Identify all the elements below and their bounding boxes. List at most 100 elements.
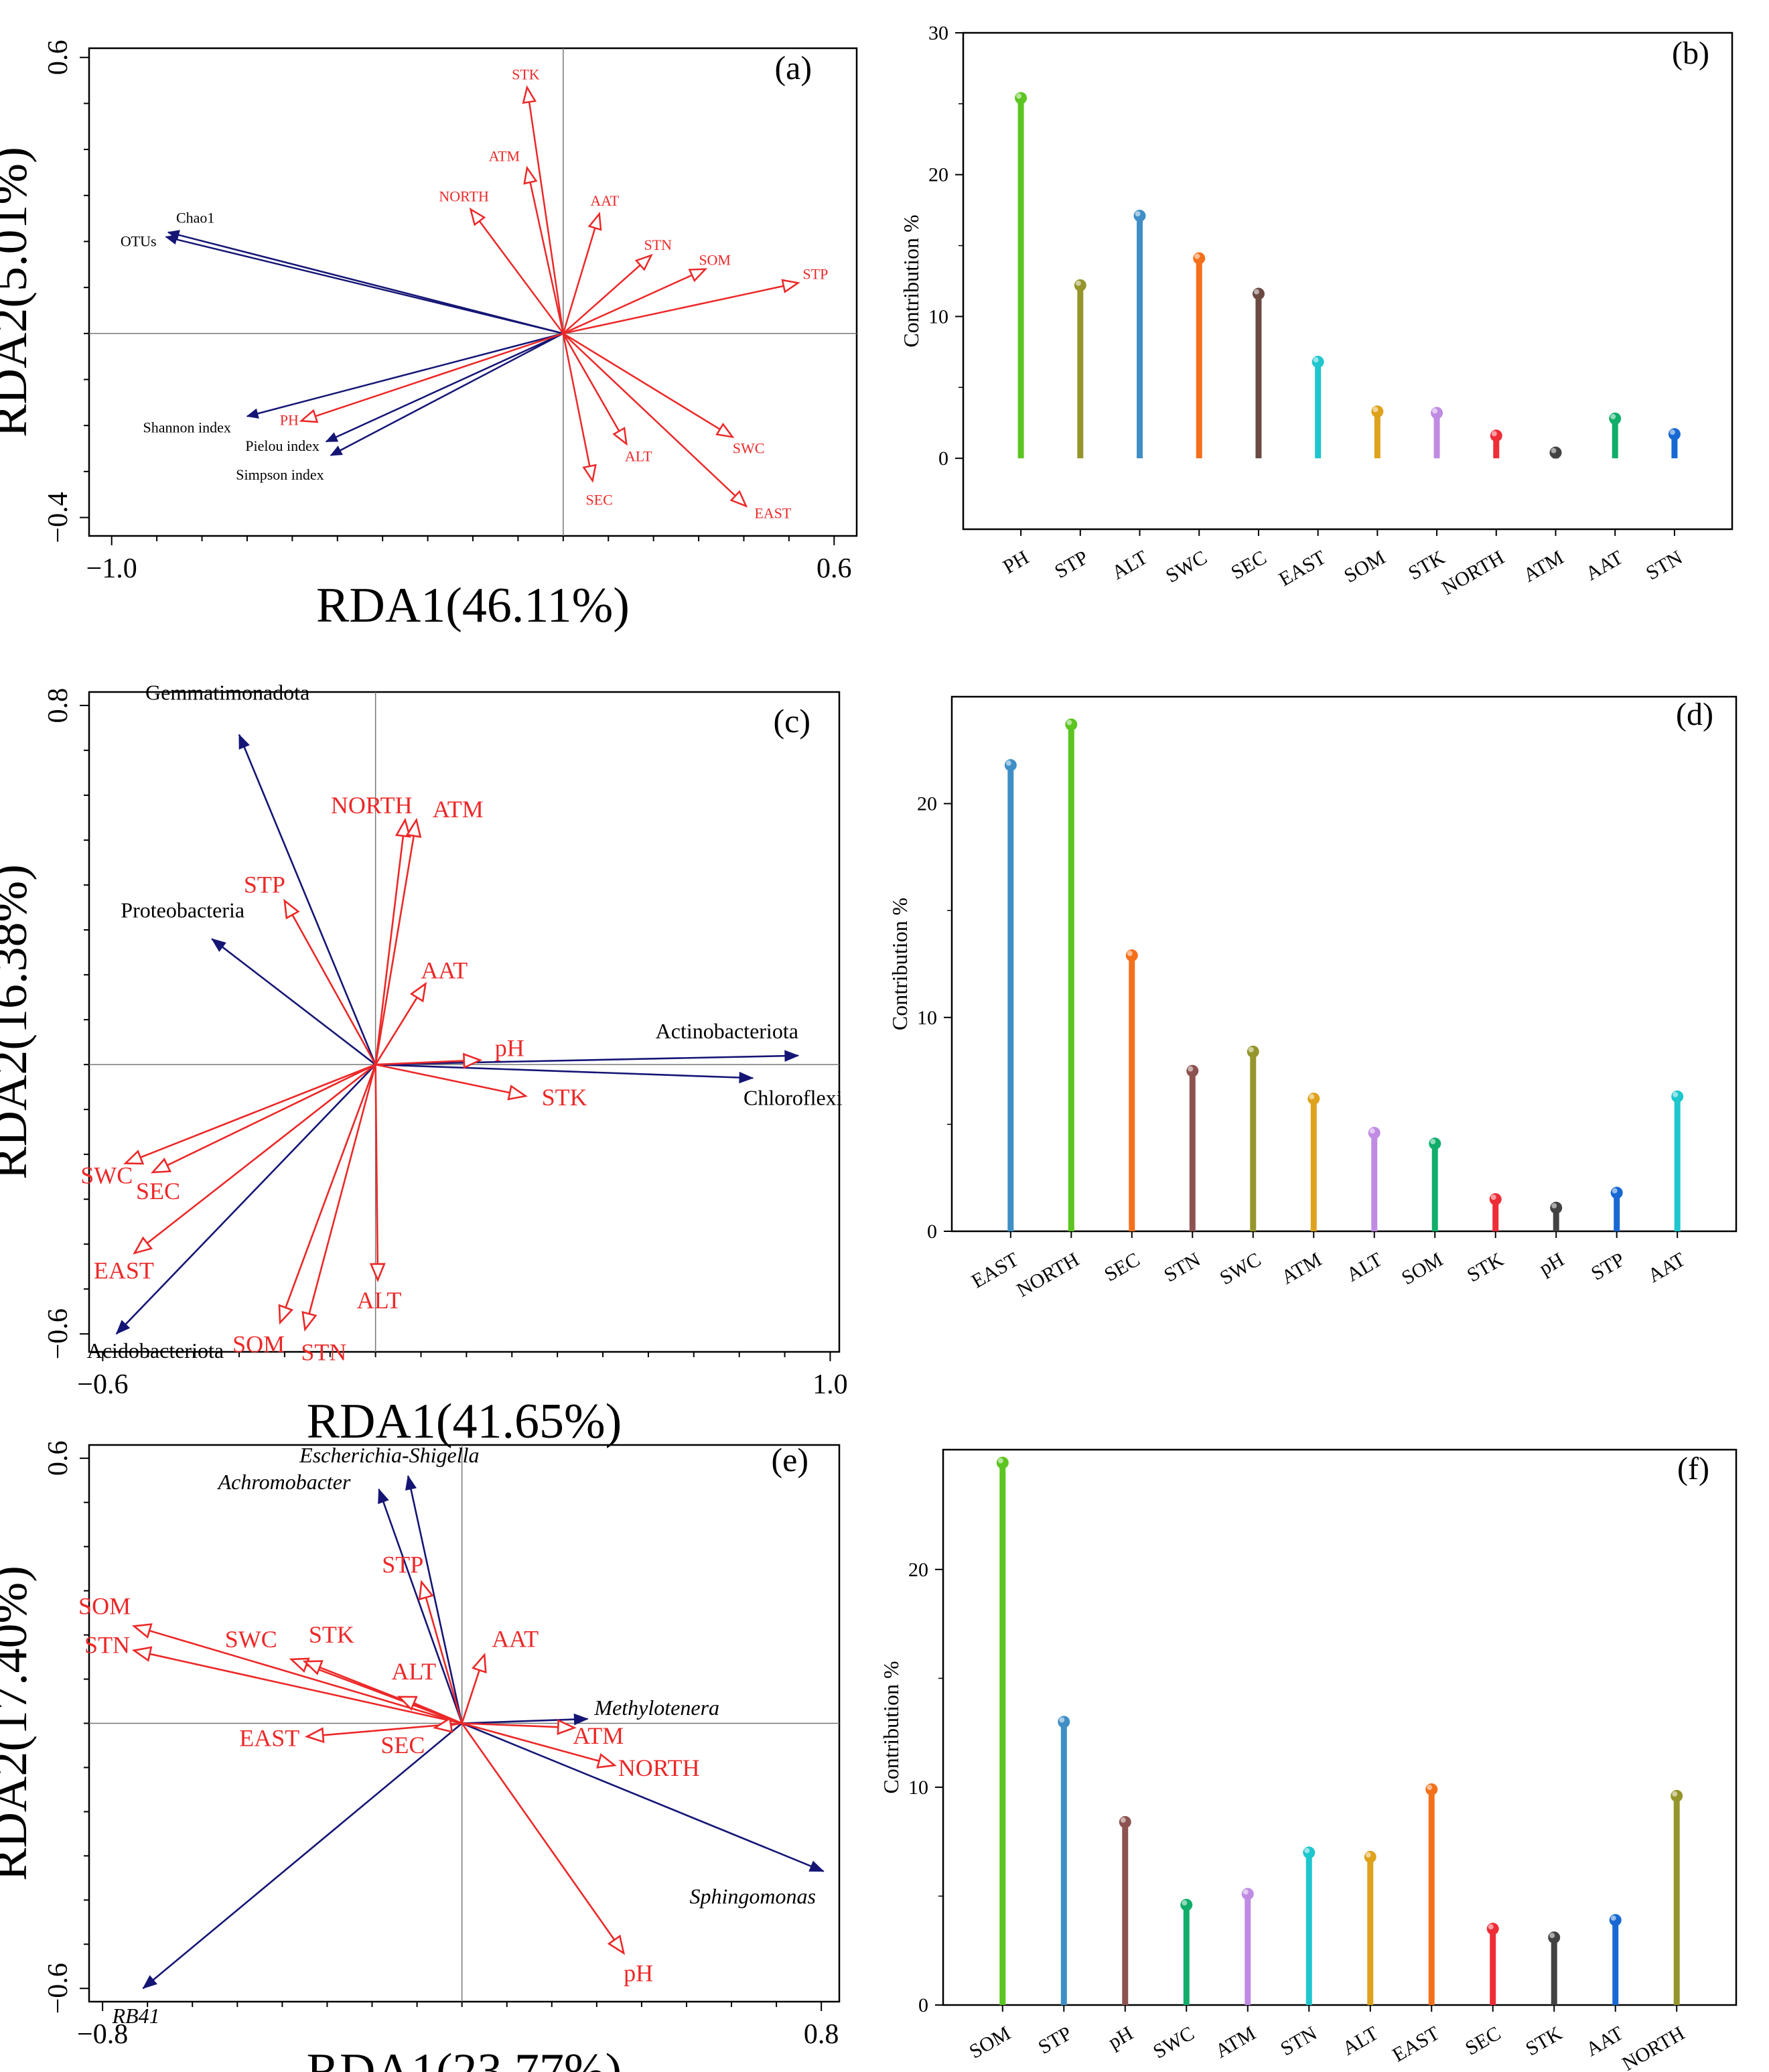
species-arrow-acidobacteriota-head [115,1320,131,1335]
env-label-east: EAST [239,1724,299,1751]
env-label-atm: ATM [433,796,484,823]
x-tick-label-ph: pH [1535,1248,1567,1280]
env-arrow-atm-shaft [374,819,418,1065]
y-axis-title-e: RDA2(17.40%) [0,1566,38,1881]
marker-swc [1247,1045,1259,1058]
marker-swc [1193,252,1206,265]
x-tick-label-alt: ALT [1108,546,1151,583]
env-arrow-sec-head [582,464,597,483]
species-label-gemmatimonadota: Gemmatimonadota [145,681,309,705]
y-tick-label-e: 0.6 [43,1441,74,1476]
marker-east [1425,1783,1438,1796]
env-arrow-stk-head [302,1660,324,1675]
env-label-north: NORTH [331,792,413,819]
panel-b: 0 10 20 30 Contribution % (b) PH STP ALT SWC SEC EA… [899,22,1733,600]
env-arrow-som-head [688,268,708,283]
species-arrow-chloroflexi-shaft [375,1063,754,1079]
env-arrow-stp-shaft [283,900,376,1065]
species-arrow-actinobacteriota-shaft [375,1054,798,1066]
env-arrow-east-head [304,1727,325,1744]
env-arrow-stn-head [634,253,653,271]
marker-sec [1252,287,1265,300]
marker-highlight-swc [1248,1046,1254,1052]
env-arrow-alt-shaft [374,1064,379,1280]
species-arrow-sphingomonas-shaft [462,1722,825,1872]
species-label-chloroflexi: Chloroflexi [744,1085,843,1109]
species-arrow-gemmatimonadota-shaft [238,734,376,1065]
env-label-aat: AAT [492,1625,539,1652]
marker-highlight-sec [1253,289,1259,295]
env-label-swc: SWC [225,1626,277,1653]
env-arrow-sec-shaft [152,1063,376,1174]
x-tick-label-a: 0.6 [817,553,852,584]
x-tick-label-swc: SWC [1162,546,1211,587]
env-label-aat: AAT [590,192,619,209]
species-label-shannon-index: Shannon index [143,419,231,435]
y-axis-title-c: RDA2(16.38%) [0,864,38,1180]
x-tick-label-a: −1.0 [86,553,137,584]
y-tick-label-a: 0.6 [43,40,74,75]
species-arrow-sphingomonas-head [808,1860,825,1872]
env-arrow-north-shaft [470,208,564,334]
y-tick-label-f: 20 [908,1559,928,1581]
env-label-som: SOM [699,252,731,269]
env-arrow-som-shaft [133,1625,463,1724]
env-label-som: SOM [78,1592,131,1619]
marker-highlight-ph [1551,1202,1557,1208]
panel-label-f: (f) [1677,1451,1709,1487]
x-tick-label-east: EAST [1389,2022,1443,2066]
marker-highlight-swc [1182,1900,1188,1906]
env-arrow-alt-shaft [562,333,628,445]
env-arrow-stn-head [131,1646,153,1662]
marker-highlight-stk [1432,408,1438,414]
y-tick-label-e: −0.6 [43,1963,74,2014]
env-arrow-north-shaft [462,1722,616,1767]
y-axis-title-f: Contribution % [879,1661,903,1793]
env-label-aat: AAT [421,957,468,984]
marker-north [1490,429,1502,442]
marker-stk [1489,1193,1502,1206]
marker-aat [1671,1090,1684,1103]
x-tick-label-som: SOM [1340,546,1389,587]
marker-highlight-aat [1673,1091,1679,1097]
x-tick-label-sec: SEC [1101,1248,1143,1286]
env-label-swc: SWC [80,1162,133,1189]
panel-label-e: (e) [772,1441,809,1478]
species-arrow-pielou-index-head [325,432,339,442]
marker-highlight-stk [1549,1933,1555,1939]
marker-stk [1431,407,1443,419]
env-arrow-atm-head [557,1719,577,1735]
marker-highlight-aat [1610,413,1616,419]
species-arrow-gemmatimonadota-head [238,734,250,750]
env-arrow-ph-head [607,1934,626,1955]
x-tick-label-aat: AAT [1644,1248,1689,1287]
env-arrow-atm-shaft [526,167,565,334]
x-tick-label-aat: AAT [1582,546,1627,585]
panel-label-a: (a) [775,49,812,86]
marker-highlight-stn [1669,429,1675,435]
marker-highlight-east [1313,357,1319,363]
y-tick-label-b: 20 [928,164,948,186]
marker-alt [1368,1127,1381,1139]
x-tick-label-atm: ATM [1277,1248,1325,1288]
plot-frame-d [950,695,1738,1233]
x-tick-label-stk: STK [1464,1248,1508,1286]
env-arrow-som-shaft [279,1064,376,1323]
env-arrow-stk-head [507,1085,528,1101]
marker-ph [1119,1815,1131,1828]
marker-highlight-alt [1365,1852,1371,1858]
env-label-east: EAST [754,504,792,521]
y-tick-label-b: 10 [928,305,948,328]
y-tick-label-f: 10 [908,1777,928,1799]
env-arrow-ph-shaft [461,1722,625,1954]
env-label-stk: STK [309,1621,354,1648]
species-arrow-otus-head [165,234,178,245]
env-arrow-north-head [395,817,411,838]
marker-stn [1186,1064,1199,1077]
env-label-north: NORTH [618,1754,700,1781]
marker-sec [1486,1923,1499,1935]
env-arrow-stn-shaft [133,1649,462,1724]
marker-ph [1015,92,1028,105]
marker-highlight-ph [1120,1817,1126,1823]
marker-stn [1303,1846,1316,1859]
